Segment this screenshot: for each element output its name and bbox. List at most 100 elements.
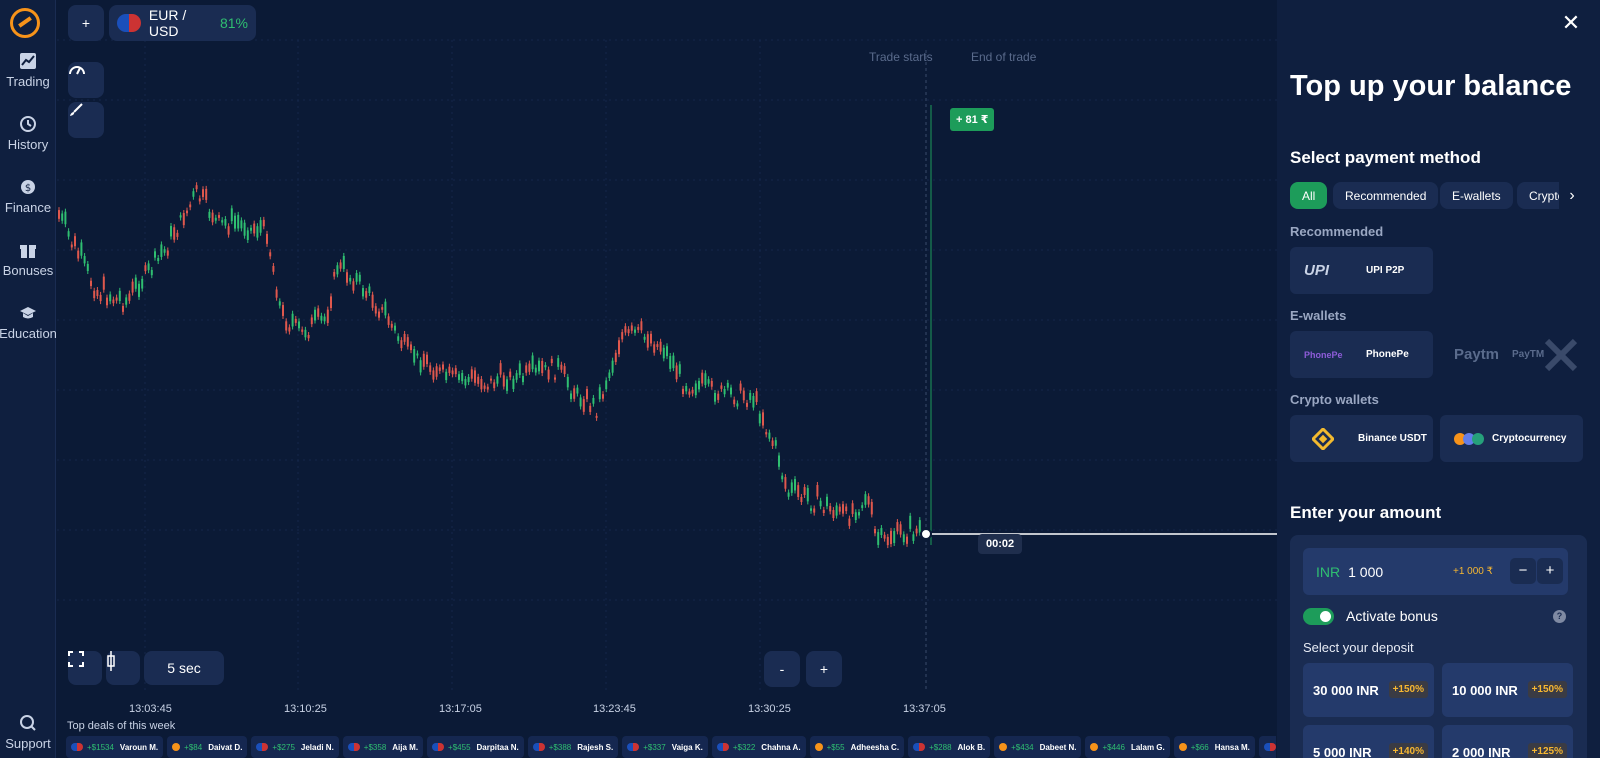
fullscreen-button[interactable]: [68, 651, 102, 685]
candle-body: [781, 475, 784, 480]
deposit-option[interactable]: 30 000 INR +150%: [1303, 663, 1434, 717]
candle-body: [448, 366, 451, 373]
filter-chip-ewallets[interactable]: E-wallets: [1440, 182, 1513, 209]
close-icon[interactable]: ✕: [1561, 10, 1581, 35]
nav-item-history[interactable]: History: [0, 115, 56, 152]
add-chart-button[interactable]: +: [68, 5, 104, 41]
zoom-out-button[interactable]: -: [764, 651, 800, 687]
candle-body: [374, 306, 377, 314]
x-tick: 13:03:45: [129, 703, 172, 715]
nav-label: Education: [0, 326, 57, 341]
nav-item-bonuses[interactable]: Bonuses: [0, 241, 56, 278]
payment-method-cryptocurrency[interactable]: Cryptocurrency: [1440, 415, 1583, 462]
candle-body: [99, 294, 102, 302]
flag-icon: [172, 743, 181, 751]
candle-body: [157, 257, 160, 262]
deposit-option[interactable]: 2 000 INR +125%: [1442, 725, 1573, 758]
drawing-tools-button[interactable]: [68, 102, 104, 138]
candlestick-chart[interactable]: [57, 0, 1277, 700]
nav-item-finance[interactable]: $ Finance: [0, 178, 56, 215]
graduation-cap-icon: [20, 307, 36, 319]
deal-amount: +$388: [548, 742, 572, 752]
candle-body: [739, 383, 742, 391]
candle-body: [426, 354, 428, 365]
candle-body: [483, 385, 486, 389]
amount-input[interactable]: INR 1 000 +1 000 ₹ − +: [1303, 548, 1568, 595]
deposit-option[interactable]: 5 000 INR +140%: [1303, 725, 1434, 758]
candle-body: [368, 286, 371, 294]
nav-item-support[interactable]: Support: [0, 714, 56, 751]
help-icon[interactable]: ?: [1553, 610, 1566, 623]
timeframe-selector[interactable]: 5 sec: [144, 651, 224, 685]
candle-body: [675, 365, 678, 380]
candle-body: [310, 317, 313, 325]
candle-body: [307, 334, 310, 339]
deal-amount: +$434: [1011, 742, 1034, 752]
flag-icon: [1090, 743, 1099, 751]
candle-body: [330, 296, 332, 309]
candle-body: [166, 250, 169, 256]
candle-body: [141, 278, 144, 289]
profit-badge: + 81 ₹: [950, 108, 995, 131]
deposit-option[interactable]: 10 000 INR +150%: [1442, 663, 1573, 717]
payment-method-phonepe[interactable]: PhonePe PhonePe: [1290, 331, 1433, 378]
asset-selector[interactable]: EUR / USD 81%: [109, 5, 256, 41]
nav-label: Finance: [4, 200, 52, 215]
decrease-amount-button[interactable]: −: [1510, 558, 1536, 584]
top-deals-ticker: +$1534 Varoun M. +$84 Daivat D. +$275 Jeladi …: [66, 736, 1276, 758]
candle-body: [646, 334, 649, 348]
candle-body: [566, 376, 569, 388]
increase-amount-button[interactable]: +: [1537, 558, 1563, 584]
candle-body: [589, 405, 592, 412]
candle-body: [77, 250, 80, 259]
candle-body: [96, 290, 99, 296]
x-tick: 13:23:45: [593, 703, 636, 715]
candle-body: [886, 536, 889, 546]
deal-item: +$388 Rajesh S.: [527, 736, 619, 758]
activate-bonus-toggle[interactable]: [1303, 608, 1334, 625]
payment-method-upi[interactable]: UPI UPI P2P: [1290, 247, 1433, 294]
candle-body: [470, 369, 473, 379]
candle-body: [800, 496, 803, 503]
candle-body: [253, 223, 256, 234]
candle-body: [451, 370, 454, 375]
filter-chip-recommended[interactable]: Recommended: [1333, 182, 1439, 209]
candle-body: [304, 329, 307, 338]
candle-body: [189, 204, 192, 208]
candle-body: [592, 397, 595, 404]
candle-body: [525, 365, 528, 373]
candle-body: [518, 363, 521, 375]
candle-body: [502, 375, 505, 387]
flag-icon: [1263, 743, 1276, 751]
candle-body: [195, 185, 198, 190]
candle-body: [867, 496, 870, 505]
candle-body: [499, 363, 502, 375]
candle-body: [387, 316, 390, 325]
deal-item: +$455 Darpitaa N.: [427, 736, 524, 758]
nav-label: Support: [5, 736, 51, 751]
candle-body: [826, 496, 828, 507]
candle-body: [118, 290, 121, 302]
nav-item-trading[interactable]: Trading: [0, 52, 56, 89]
brand-logo[interactable]: [10, 8, 40, 38]
chevron-right-icon[interactable]: ›: [1559, 182, 1585, 209]
nav-item-education[interactable]: Education: [0, 304, 57, 341]
payment-method-binance[interactable]: Binance USDT: [1290, 415, 1433, 462]
candle-body: [214, 217, 217, 221]
chart-type-button[interactable]: [106, 651, 140, 685]
candle-body: [778, 455, 780, 467]
filter-chip-all[interactable]: All: [1290, 182, 1328, 209]
speed-indicator-button[interactable]: [68, 62, 104, 98]
candle-body: [163, 249, 166, 253]
candle-body: [493, 382, 496, 389]
candle-body: [467, 377, 470, 383]
candle-body: [378, 311, 380, 318]
deal-trader: Daivat D.: [208, 742, 243, 752]
zoom-in-button[interactable]: +: [806, 651, 842, 687]
eu-us-flag-icon: [117, 14, 141, 32]
trading-chart[interactable]: + 5 sec - + Trade starts End of trade + …: [57, 0, 1277, 715]
candle-body: [605, 380, 608, 390]
candle-body: [86, 263, 89, 272]
candle-body: [458, 374, 460, 380]
candle-body: [784, 477, 787, 489]
